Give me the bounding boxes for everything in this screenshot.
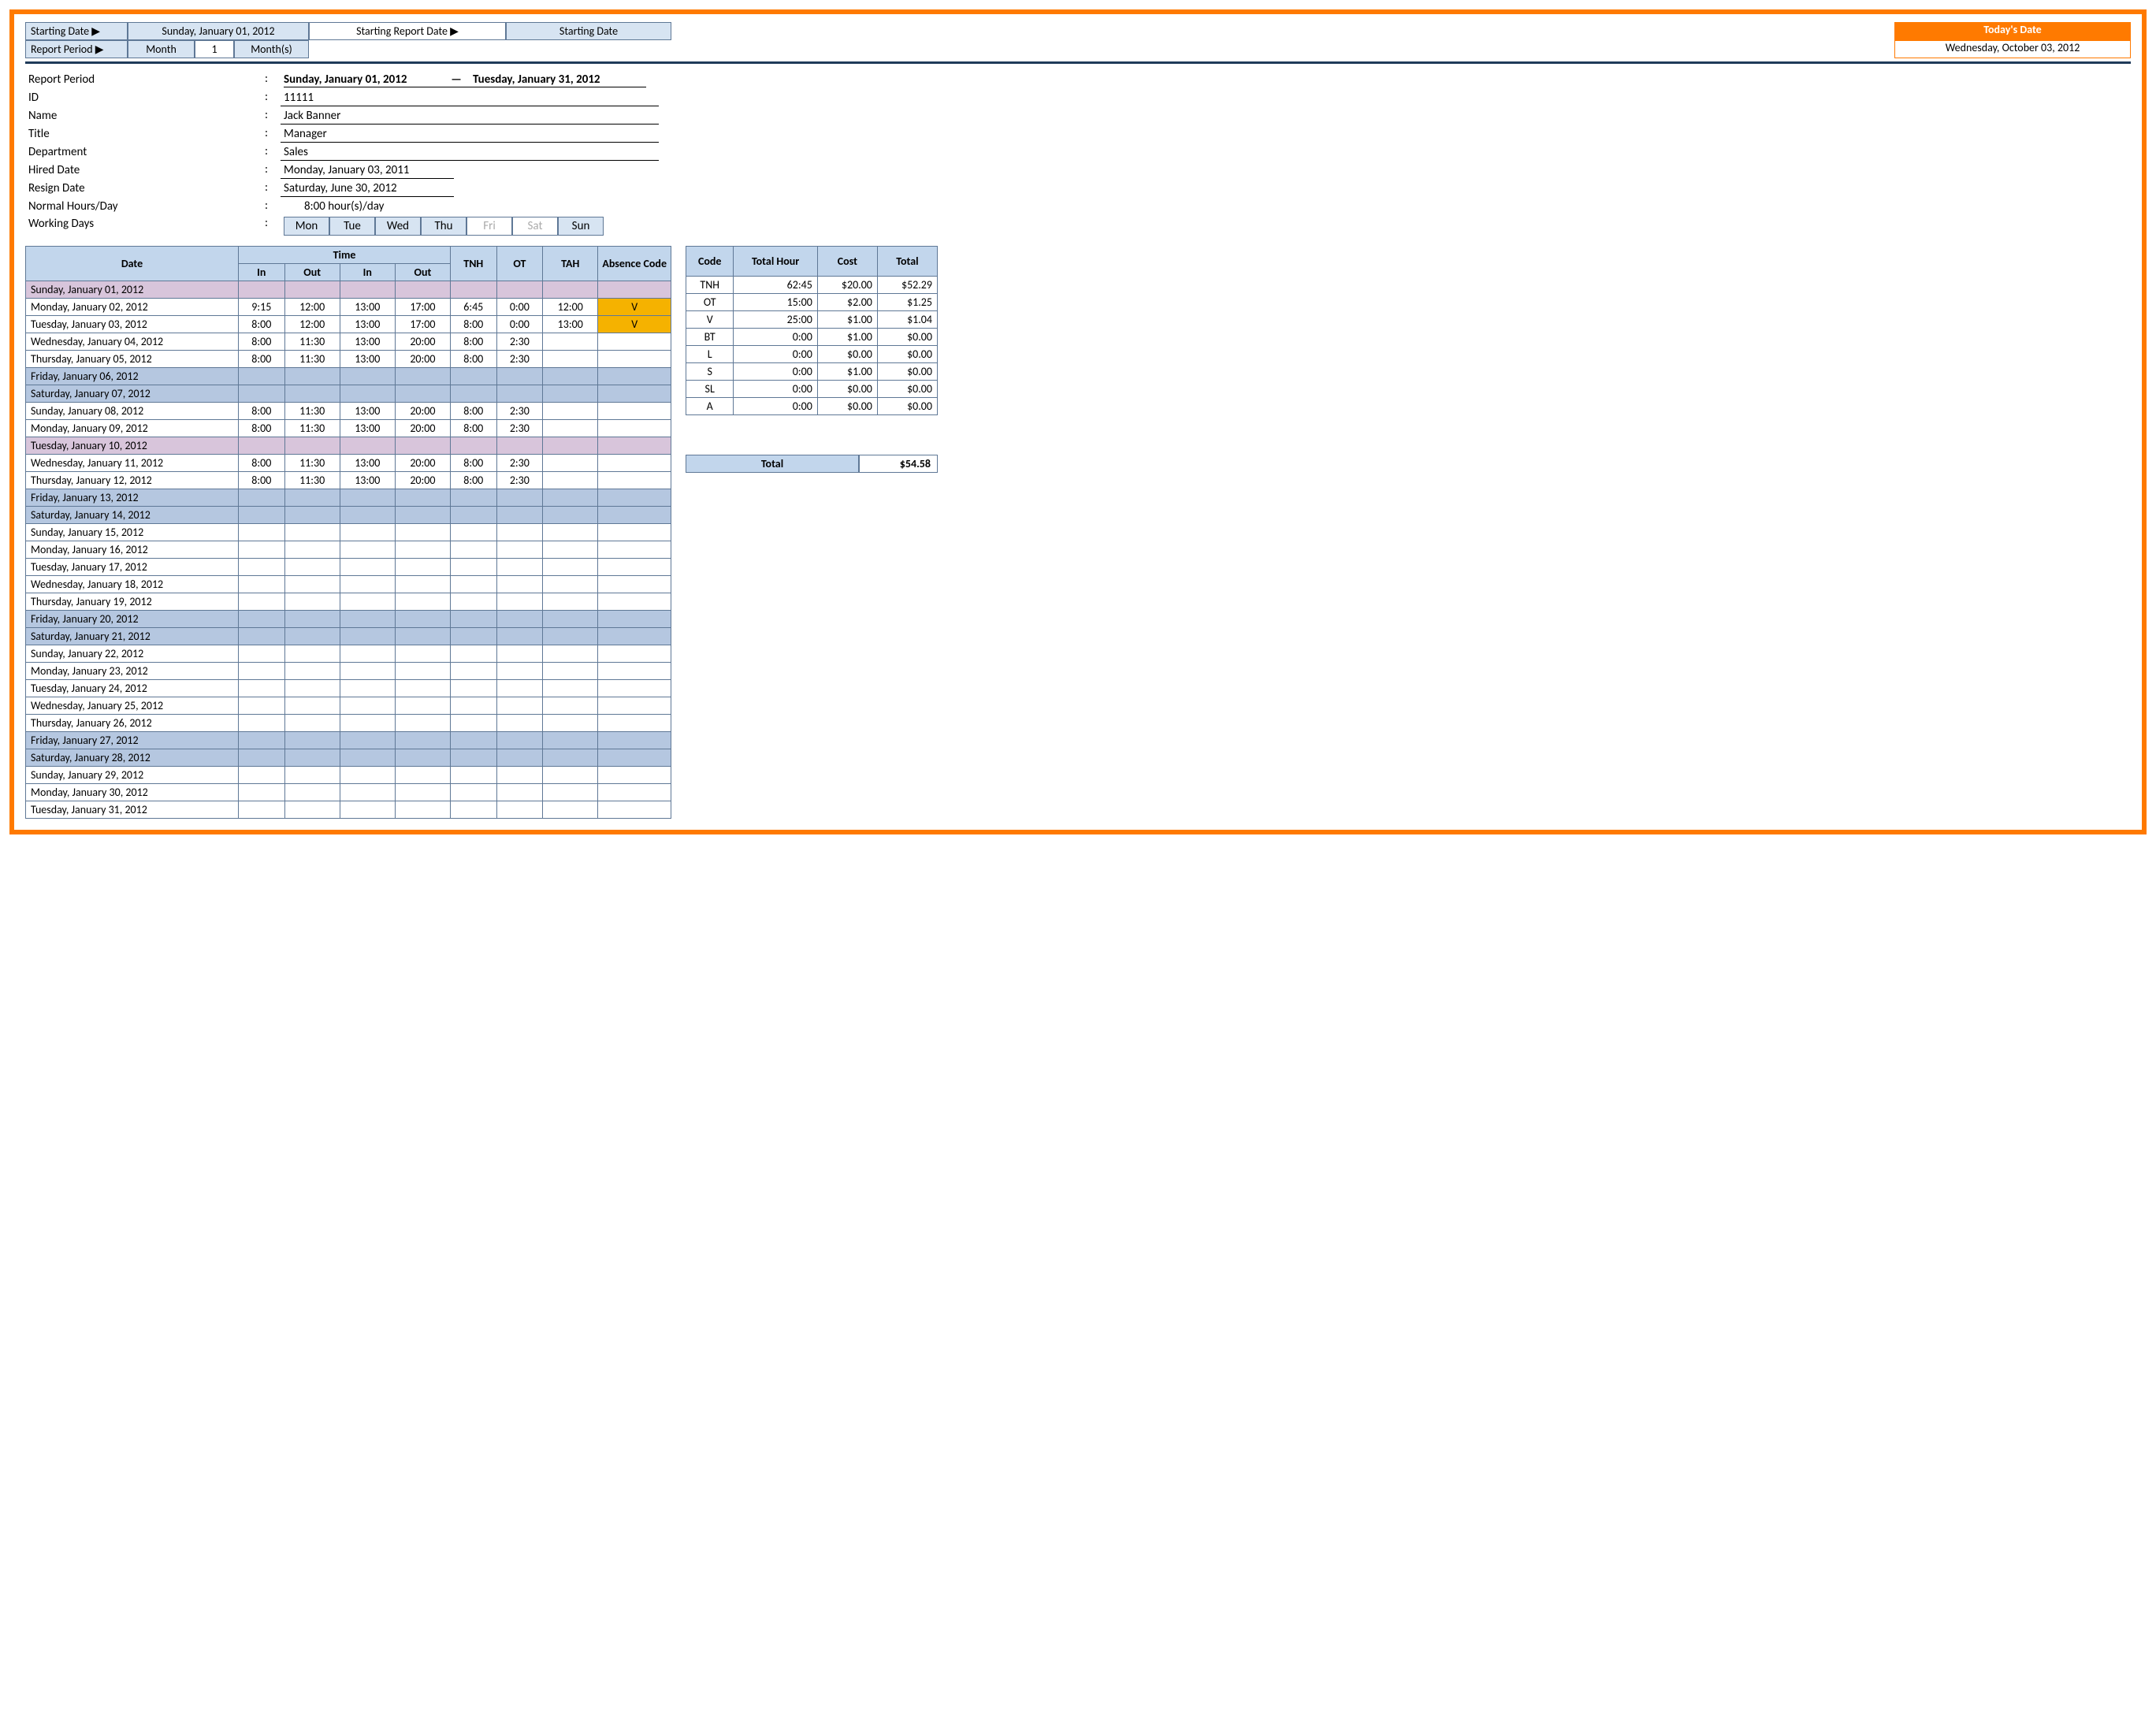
timesheet-table: Date Time TNH OT TAH Absence Code In Out… — [25, 246, 671, 819]
table-row[interactable]: Saturday, January 21, 2012 — [26, 628, 671, 645]
info-label-name: Name — [28, 108, 265, 125]
working-day-sun[interactable]: Sun — [558, 217, 604, 236]
summary-row: L0:00$0.00$0.00 — [686, 346, 938, 363]
grand-total-value: $54.58 — [859, 455, 938, 473]
table-row[interactable]: Tuesday, January 17, 2012 — [26, 559, 671, 576]
info-value-resign[interactable]: Saturday, June 30, 2012 — [281, 180, 454, 197]
table-row[interactable]: Monday, January 02, 20129:1512:0013:0017… — [26, 299, 671, 316]
starting-report-date-label[interactable]: Starting Report Date ▶ — [309, 22, 506, 40]
th-date: Date — [26, 247, 239, 281]
table-row[interactable]: Saturday, January 07, 2012 — [26, 385, 671, 403]
table-row[interactable]: Thursday, January 12, 20128:0011:3013:00… — [26, 472, 671, 489]
table-row[interactable]: Monday, January 23, 2012 — [26, 663, 671, 680]
info-label-title: Title — [28, 126, 265, 143]
grand-total: Total $54.58 — [686, 455, 938, 473]
info-value-normal-hours: 8:00 hour(s)/day — [281, 199, 659, 214]
th-cost: Cost — [817, 247, 877, 277]
info-value-working-days: MonTueWedThuFriSatSun — [281, 216, 659, 236]
summary-row: TNH62:45$20.00$52.29 — [686, 277, 938, 294]
th-code: Code — [686, 247, 734, 277]
th-tah: TAH — [543, 247, 598, 281]
table-row[interactable]: Tuesday, January 24, 2012 — [26, 680, 671, 697]
working-day-thu[interactable]: Thu — [421, 217, 467, 236]
table-row[interactable]: Saturday, January 14, 2012 — [26, 507, 671, 524]
table-row[interactable]: Wednesday, January 11, 20128:0011:3013:0… — [26, 455, 671, 472]
table-row[interactable]: Thursday, January 19, 2012 — [26, 593, 671, 611]
table-row[interactable]: Sunday, January 29, 2012 — [26, 767, 671, 784]
table-row[interactable]: Monday, January 30, 2012 — [26, 784, 671, 801]
table-row[interactable]: Tuesday, January 10, 2012 — [26, 437, 671, 455]
info-value-title[interactable]: Manager — [281, 126, 659, 143]
table-row[interactable]: Saturday, January 28, 2012 — [26, 749, 671, 767]
table-row[interactable]: Monday, January 16, 2012 — [26, 541, 671, 559]
th-out1: Out — [284, 264, 340, 281]
th-tnh: TNH — [450, 247, 496, 281]
table-row[interactable]: Sunday, January 01, 2012 — [26, 281, 671, 299]
table-row[interactable]: Sunday, January 15, 2012 — [26, 524, 671, 541]
info-value-report-period: Sunday, January 01, 2012 — Tuesday, Janu… — [281, 72, 659, 88]
th-ot: OT — [496, 247, 543, 281]
divider — [25, 61, 2131, 64]
table-row[interactable]: Tuesday, January 03, 20128:0012:0013:001… — [26, 316, 671, 333]
table-row[interactable]: Friday, January 06, 2012 — [26, 368, 671, 385]
month-value[interactable]: 1 — [195, 40, 234, 58]
th-in2: In — [340, 264, 395, 281]
th-total-hour: Total Hour — [734, 247, 817, 277]
table-row[interactable]: Thursday, January 05, 20128:0011:3013:00… — [26, 351, 671, 368]
table-row[interactable]: Sunday, January 22, 2012 — [26, 645, 671, 663]
report-frame: Starting Date ▶ Sunday, January 01, 2012… — [9, 9, 2147, 834]
table-row[interactable]: Thursday, January 26, 2012 — [26, 715, 671, 732]
working-day-fri[interactable]: Fri — [467, 217, 512, 236]
summary-row: BT0:00$1.00$0.00 — [686, 329, 938, 346]
table-row[interactable]: Friday, January 27, 2012 — [26, 732, 671, 749]
table-row[interactable]: Wednesday, January 25, 2012 — [26, 697, 671, 715]
report-period-label[interactable]: Report Period ▶ — [25, 40, 128, 58]
table-row[interactable]: Friday, January 20, 2012 — [26, 611, 671, 628]
info-label-hired: Hired Date — [28, 162, 265, 179]
todays-date-label: Today's Date — [1894, 22, 2131, 40]
table-row[interactable]: Monday, January 09, 20128:0011:3013:0020… — [26, 420, 671, 437]
th-in1: In — [239, 264, 285, 281]
starting-report-date-value[interactable]: Starting Date — [506, 22, 671, 40]
working-day-sat[interactable]: Sat — [512, 217, 558, 236]
summary-row: S0:00$1.00$0.00 — [686, 363, 938, 381]
summary-row: SL0:00$0.00$0.00 — [686, 381, 938, 398]
table-row[interactable]: Friday, January 13, 2012 — [26, 489, 671, 507]
summary-panel: Code Total Hour Cost Total TNH62:45$20.0… — [686, 246, 938, 473]
th-total: Total — [877, 247, 937, 277]
table-row[interactable]: Wednesday, January 18, 2012 — [26, 576, 671, 593]
months-label: Month(s) — [234, 40, 309, 58]
month-label: Month — [128, 40, 195, 58]
info-value-name[interactable]: Jack Banner — [281, 108, 659, 125]
th-time: Time — [239, 247, 451, 264]
working-day-tue[interactable]: Tue — [329, 217, 375, 236]
grand-total-label: Total — [686, 455, 859, 473]
top-controls: Starting Date ▶ Sunday, January 01, 2012… — [25, 22, 2131, 58]
working-day-wed[interactable]: Wed — [375, 217, 421, 236]
summary-row: V25:00$1.00$1.04 — [686, 311, 938, 329]
table-row[interactable]: Sunday, January 08, 20128:0011:3013:0020… — [26, 403, 671, 420]
summary-row: A0:00$0.00$0.00 — [686, 398, 938, 415]
info-block: Report Period : Sunday, January 01, 2012… — [28, 72, 2131, 236]
summary-row: OT15:00$2.00$1.25 — [686, 294, 938, 311]
starting-date-value[interactable]: Sunday, January 01, 2012 — [128, 22, 309, 40]
starting-date-label[interactable]: Starting Date ▶ — [25, 22, 128, 40]
report-period-value[interactable]: Month 1 Month(s) — [128, 40, 309, 58]
summary-table: Code Total Hour Cost Total TNH62:45$20.0… — [686, 246, 938, 415]
working-day-mon[interactable]: Mon — [284, 217, 329, 236]
info-value-department[interactable]: Sales — [281, 144, 659, 161]
table-row[interactable]: Tuesday, January 31, 2012 — [26, 801, 671, 819]
th-out2: Out — [395, 264, 450, 281]
info-label-working-days: Working Days — [28, 216, 265, 236]
info-label-normal-hours: Normal Hours/Day — [28, 199, 265, 214]
todays-date-value: Wednesday, October 03, 2012 — [1894, 40, 2131, 58]
info-value-hired[interactable]: Monday, January 03, 2011 — [281, 162, 454, 179]
info-label-report-period: Report Period — [28, 72, 265, 88]
info-label-resign: Resign Date — [28, 180, 265, 197]
info-value-id[interactable]: 11111 — [281, 90, 659, 106]
th-absence: Absence Code — [598, 247, 671, 281]
table-row[interactable]: Wednesday, January 04, 20128:0011:3013:0… — [26, 333, 671, 351]
info-label-department: Department — [28, 144, 265, 161]
info-label-id: ID — [28, 90, 265, 106]
